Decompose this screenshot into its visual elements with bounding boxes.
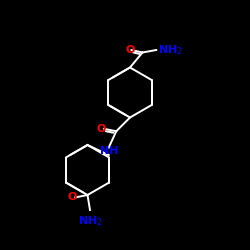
Text: NH$_2$: NH$_2$ — [78, 214, 102, 228]
Text: O: O — [67, 192, 77, 202]
Text: NH: NH — [100, 146, 118, 156]
Text: O: O — [125, 45, 135, 55]
Text: NH$_2$: NH$_2$ — [158, 43, 182, 57]
Text: O: O — [96, 124, 106, 134]
